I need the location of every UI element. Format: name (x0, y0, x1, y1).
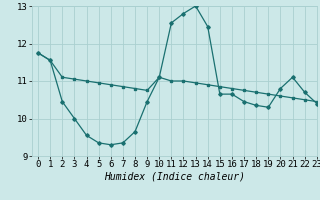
X-axis label: Humidex (Indice chaleur): Humidex (Indice chaleur) (104, 172, 245, 182)
